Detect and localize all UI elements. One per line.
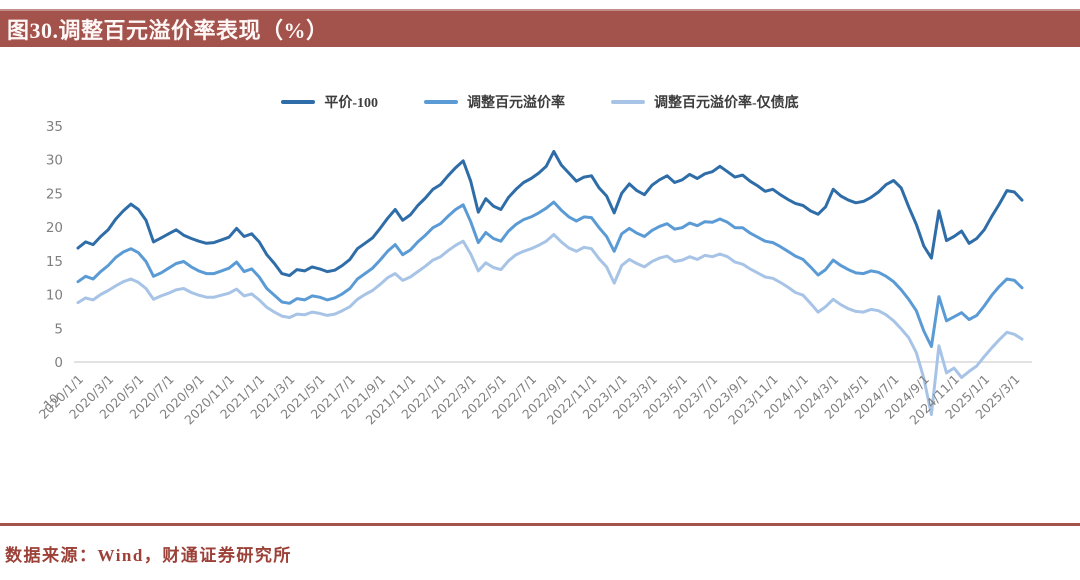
legend-item-adjusted-premium-bond-floor: 调整百元溢价率-仅债底 bbox=[611, 92, 799, 112]
source-divider bbox=[0, 523, 1080, 526]
y-tick-label: 5 bbox=[54, 321, 63, 337]
legend-item-parity-100: 平价-100 bbox=[281, 92, 378, 112]
y-tick-label: 30 bbox=[46, 153, 63, 169]
y-tick-label: 15 bbox=[46, 254, 63, 270]
y-tick-label: 35 bbox=[46, 119, 63, 135]
y-tick-label: 0 bbox=[54, 355, 63, 371]
legend-swatch-parity-100 bbox=[281, 100, 316, 104]
figure-title: 图30.调整百元溢价率表现（%） bbox=[7, 18, 329, 43]
line-adjusted-100y-premium bbox=[76, 200, 1024, 348]
data-source: 数据来源：Wind，财通证券研究所 bbox=[5, 546, 292, 565]
legend-label-adjusted-premium-bond-floor: 调整百元溢价率-仅债底 bbox=[654, 96, 799, 111]
legend-label-adjusted-premium: 调整百元溢价率 bbox=[467, 96, 565, 111]
legend-label-parity-100: 平价-100 bbox=[324, 96, 378, 111]
legend-swatch-adjusted-premium-bond-floor bbox=[611, 100, 645, 104]
line-parity-100 bbox=[76, 150, 1024, 278]
legend: 平价-100 调整百元溢价率 调整百元溢价率-仅债底 bbox=[0, 92, 1080, 112]
y-tick-label: 10 bbox=[46, 288, 63, 304]
line-adjusted-100y-premium-bond-floor bbox=[76, 233, 1024, 417]
legend-item-adjusted-premium: 调整百元溢价率 bbox=[424, 92, 565, 112]
figure-title-bar: 图30.调整百元溢价率表现（%） bbox=[0, 9, 1080, 47]
y-tick-label: 25 bbox=[46, 186, 63, 202]
y-tick-label: 20 bbox=[46, 220, 63, 236]
legend-swatch-adjusted-premium bbox=[424, 100, 458, 104]
